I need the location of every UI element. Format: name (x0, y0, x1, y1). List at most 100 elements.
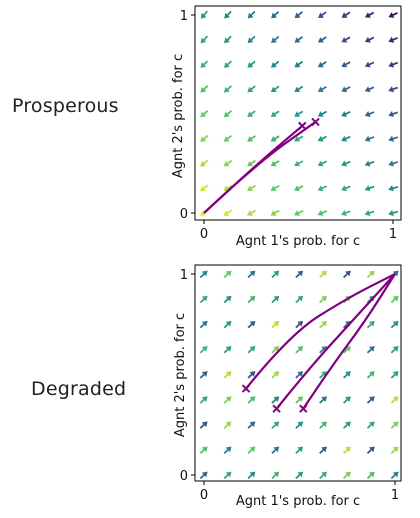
vector-arrow (223, 295, 232, 304)
vector-arrow (223, 85, 232, 93)
vector-arrow (295, 446, 304, 454)
axis-ticks: 00 1 1 (180, 9, 397, 242)
vector-arrow (223, 110, 233, 118)
vector-arrow (390, 295, 399, 304)
vector-arrow (271, 345, 280, 354)
vector-arrow (295, 270, 304, 279)
start-marker (311, 117, 320, 127)
vector-arrow (271, 371, 280, 379)
vector-arrow (341, 160, 351, 167)
vector-arrow (342, 371, 351, 379)
vector-arrow (247, 371, 256, 379)
vector-arrow (364, 36, 375, 43)
vector-arrow (341, 111, 351, 117)
vector-arrow (271, 295, 280, 304)
x-tick-label: 0 (200, 488, 208, 503)
vector-arrow (247, 421, 256, 429)
trajectories (241, 273, 396, 413)
vector-arrow (342, 270, 351, 279)
x-axis-label: Agnt 1's prob. for c (236, 494, 360, 509)
vector-arrow (341, 86, 351, 93)
trajectory-line (245, 273, 396, 390)
vector-arrow (317, 160, 328, 167)
vector-arrow (271, 421, 280, 429)
vector-arrow (247, 35, 256, 44)
vector-arrow (270, 135, 280, 142)
vector-arrow (199, 295, 208, 304)
vector-arrow (388, 36, 398, 43)
vector-arrow (319, 320, 328, 329)
vector-arrow (342, 421, 351, 429)
x-tick-label: 1 (389, 227, 397, 242)
vector-arrow (294, 110, 304, 117)
vector-arrow (199, 471, 208, 480)
vector-arrow (390, 421, 399, 429)
vector-arrow (295, 471, 304, 480)
vector-arrow (341, 61, 351, 68)
vector-arrow (247, 345, 256, 354)
vector-arrow (342, 471, 351, 480)
vector-arrow (223, 320, 232, 329)
vector-arrow (223, 471, 232, 480)
vector-arrow (342, 446, 351, 454)
vector-arrow (199, 184, 209, 192)
vector-arrow (318, 11, 327, 18)
vector-arrow (388, 61, 398, 68)
vector-arrow (319, 421, 328, 429)
vector-arrow (390, 371, 399, 379)
vector-arrow (341, 11, 351, 18)
vector-arrow (390, 345, 399, 354)
vector-arrow (271, 35, 280, 43)
vector-arrow (247, 60, 256, 68)
vector-arrow (224, 35, 232, 44)
row-label-degraded: Degraded (31, 378, 127, 400)
vector-arrow (200, 110, 209, 118)
vector-arrow (223, 396, 232, 404)
vector-arrow (223, 446, 232, 454)
vector-arrow (341, 135, 351, 142)
vector-arrow (364, 135, 375, 142)
vector-arrow (247, 184, 256, 191)
vector-arrow (270, 85, 280, 93)
vector-arrow (388, 185, 399, 192)
y-tick-label: 1 (180, 9, 188, 24)
vector-arrow (247, 10, 256, 19)
vector-arrow (246, 209, 257, 216)
vector-arrow (319, 270, 328, 279)
axis-ticks: 00 1 1 (180, 268, 399, 503)
vector-arrow (270, 184, 280, 192)
vector-arrow (199, 345, 208, 354)
vector-arrow (199, 446, 208, 454)
vector-arrow (271, 446, 280, 454)
vector-arrow (294, 60, 304, 68)
start-marker (241, 384, 251, 393)
vector-arrow (388, 160, 399, 167)
vector-arrow (366, 345, 375, 354)
vector-arrow (364, 111, 375, 117)
y-tick-label: 1 (180, 268, 188, 283)
vector-arrow (364, 209, 375, 217)
vector-arrow (247, 159, 256, 167)
vector-arrow (199, 320, 208, 329)
vector-arrow (388, 12, 398, 18)
vector-arrow (317, 36, 327, 43)
vector-arrow (247, 270, 256, 279)
y-tick-label: 0 (180, 207, 188, 222)
start-marker (298, 121, 307, 131)
vector-arrow (199, 270, 208, 279)
vector-arrow (247, 396, 256, 404)
vector-arrow (247, 85, 256, 93)
vector-arrow (223, 60, 232, 68)
vector-arrow (366, 396, 375, 404)
x-axis-label: Agnt 1's prob. for c (236, 234, 360, 249)
vector-arrow (319, 471, 328, 480)
vector-arrow (366, 421, 375, 429)
row-label-prosperous: Prosperous (12, 95, 119, 117)
vector-arrow (341, 185, 351, 192)
vector-arrow (200, 85, 209, 93)
x-tick-label: 1 (391, 488, 399, 503)
vector-arrow (224, 10, 232, 19)
vector-arrow (366, 270, 375, 279)
vector-arrow (199, 396, 208, 404)
trajectory-line (302, 273, 396, 410)
